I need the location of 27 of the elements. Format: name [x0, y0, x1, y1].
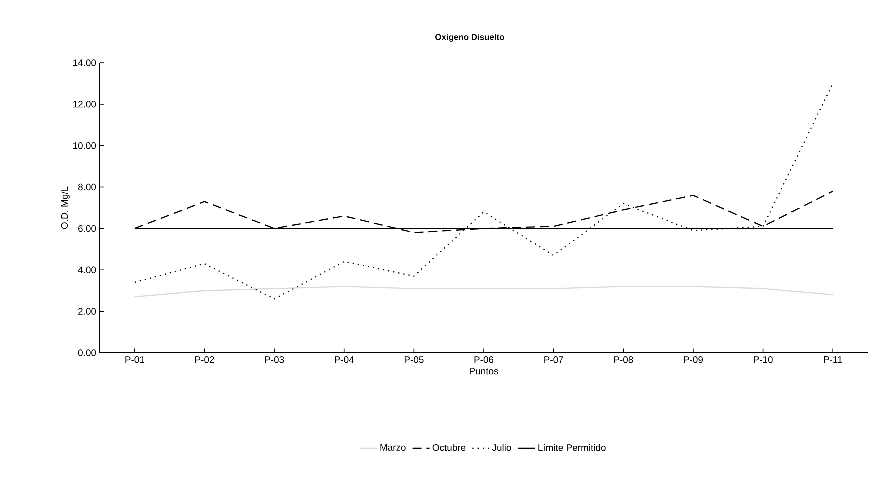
chart-title: Oxigeno Disuelto — [436, 34, 504, 42]
y-tick-label: 2.00 — [78, 308, 96, 315]
x-tick-label: P-07 — [544, 356, 564, 364]
x-tick-label: P-08 — [614, 356, 634, 364]
x-tick-label: P-09 — [684, 356, 704, 364]
legend-label: Julio — [492, 444, 512, 452]
x-tick-label: P-03 — [265, 356, 284, 364]
y-tick-label: 14.00 — [74, 60, 96, 66]
x-tick-label: P-11 — [824, 356, 842, 364]
y-tick-label: 12.00 — [74, 101, 96, 108]
legend-label: Marzo — [380, 444, 406, 452]
x-tick-label: P-04 — [335, 356, 354, 364]
legend-label: Límite Permitido — [538, 444, 606, 452]
x-tick-label: P-10 — [754, 356, 773, 364]
x-tick-label: P-06 — [474, 356, 494, 364]
legend-label: Octubre — [432, 444, 466, 452]
x-tick-label: P-01 — [126, 356, 144, 364]
x-tick-label: P-05 — [404, 356, 424, 364]
y-axis-title: O.D. Mg/L — [61, 186, 70, 230]
y-tick-label: 0.00 — [78, 350, 96, 356]
y-tick-label: 10.00 — [74, 142, 96, 150]
y-tick-label: 8.00 — [78, 184, 96, 191]
x-tick-label: P-02 — [196, 356, 214, 364]
line-series — [134, 83, 834, 300]
x-axis-title: Puntos — [470, 368, 498, 375]
y-tick-label: 4.00 — [78, 266, 96, 274]
y-tick-label: 6.00 — [78, 225, 96, 232]
